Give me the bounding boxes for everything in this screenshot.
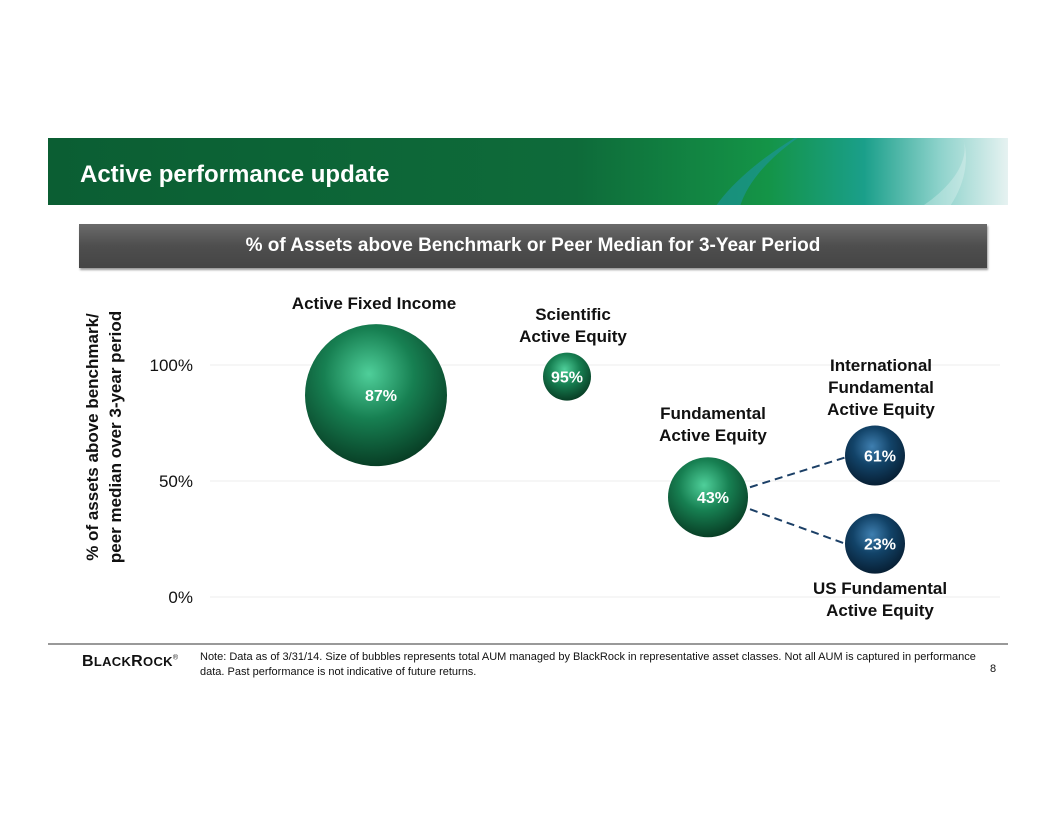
footnote: Note: Data as of 3/31/14. Size of bubble… [200,651,976,678]
data-label: 43% [697,490,729,507]
y-axis-label-line: % of assets above benchmark/ [83,313,102,561]
y-axis-label-line: peer median over 3-year period [106,310,125,564]
page-number: 8 [990,663,997,675]
bubble [668,457,748,538]
data-label: 23% [864,537,896,554]
connector-line [749,508,846,545]
bubble-name-label: Active Equity [659,426,767,445]
bubble-name-label: Scientific [535,305,611,324]
bubble-name-label: Active Equity [827,400,935,419]
bubble-name-label: Fundamental [828,378,934,397]
bubble-name-label: Fundamental [660,404,766,423]
y-axis-label: % of assets above benchmark/ peer median… [81,277,127,597]
header-banner: Active performance update [48,138,1008,205]
connector-line [749,456,846,489]
bubble-name-label: Active Equity [826,601,934,620]
bubble-name-label: International [830,356,932,375]
chart-title: % of Assets above Benchmark or Peer Medi… [79,224,987,268]
data-label: 87% [365,388,397,405]
page-title: Active performance update [80,161,390,188]
data-label: 61% [864,448,896,465]
bubble [305,324,447,467]
bubble-name-label: Active Fixed Income [292,294,456,313]
y-tick-label: 100% [150,356,193,375]
data-label: 95% [551,370,583,387]
bubble [543,352,591,401]
bubble-name-label: US Fundamental [813,579,947,598]
y-tick-label: 50% [159,472,193,491]
bubble-name-label: Active Equity [519,327,627,346]
bubble [845,513,905,574]
bubble-chart: 0% 50% 100% 87% Active Fixed Income 95% Scient… [150,294,1000,620]
bubble [845,425,905,486]
blackrock-logo: BLACKROCK® [82,653,179,670]
y-tick-label: 0% [168,588,193,607]
footer-divider [48,643,1008,645]
